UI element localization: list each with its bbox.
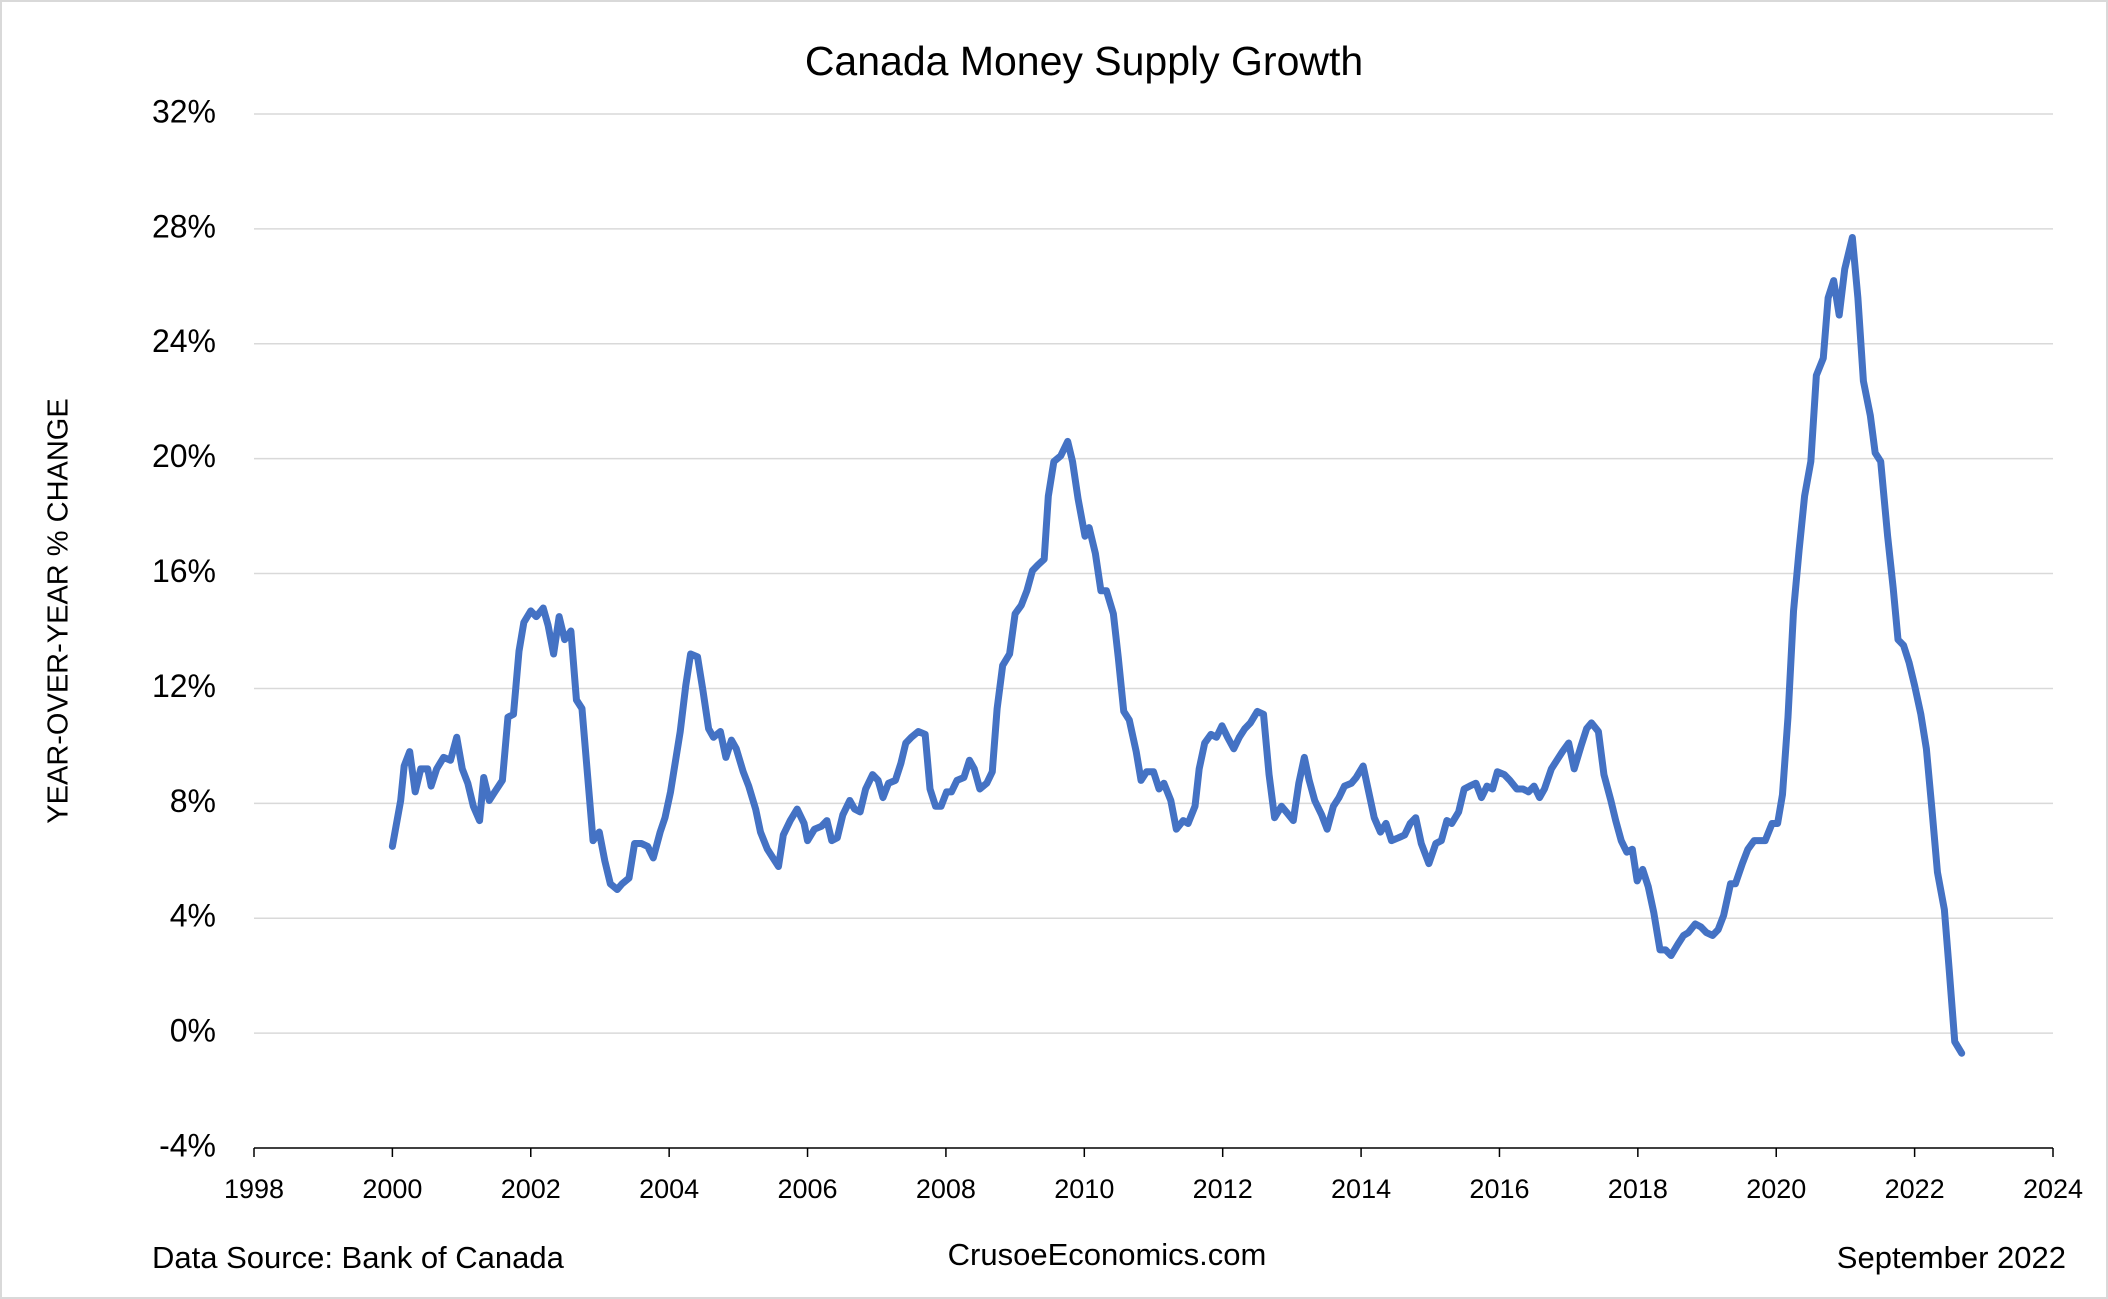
grid: -4% 0% 4% 8% 12% 16% 20% 24% 28% 32% 1998 2000 2002 2… <box>152 93 2083 1204</box>
data-line <box>388 234 1966 1057</box>
x-tick-label: 2006 <box>777 1174 837 1204</box>
footer-date: September 2022 <box>1837 1240 2066 1275</box>
y-tick-label: 16% <box>152 553 216 589</box>
y-tick-label: 12% <box>152 668 216 704</box>
x-tick-label: 2016 <box>1469 1174 1529 1204</box>
y-tick-label: 32% <box>152 93 216 129</box>
x-tick-label: 2008 <box>916 1174 976 1204</box>
x-tick-label: 2024 <box>2023 1174 2083 1204</box>
y-tick-label: 4% <box>170 898 216 934</box>
x-tick-label: 2000 <box>362 1174 422 1204</box>
x-tick-label: 2022 <box>1885 1174 1945 1204</box>
x-tick-label: 2012 <box>1193 1174 1253 1204</box>
y-tick-label: 20% <box>152 438 216 474</box>
x-tick-label: 2014 <box>1331 1174 1391 1204</box>
x-tick-label: 1998 <box>224 1174 284 1204</box>
plot-area <box>388 234 1966 1057</box>
y-tick-label: -4% <box>159 1127 216 1163</box>
y-tick-label: 28% <box>152 208 216 244</box>
y-tick-label: 0% <box>170 1013 216 1049</box>
footer-site: CrusoeEconomics.com <box>948 1237 1267 1272</box>
footer-source: Data Source: Bank of Canada <box>152 1240 565 1275</box>
x-tick-label: 2020 <box>1746 1174 1806 1204</box>
x-tick-label: 2018 <box>1608 1174 1668 1204</box>
x-tick-label: 2002 <box>501 1174 561 1204</box>
y-axis-label: YEAR-OVER-YEAR % CHANGE <box>43 398 75 823</box>
y-tick-label: 24% <box>152 323 216 359</box>
chart-title: Canada Money Supply Growth <box>805 38 1363 84</box>
x-tick-label: 2010 <box>1054 1174 1114 1204</box>
y-tick-label: 8% <box>170 783 216 819</box>
x-tick-label: 2004 <box>639 1174 699 1204</box>
